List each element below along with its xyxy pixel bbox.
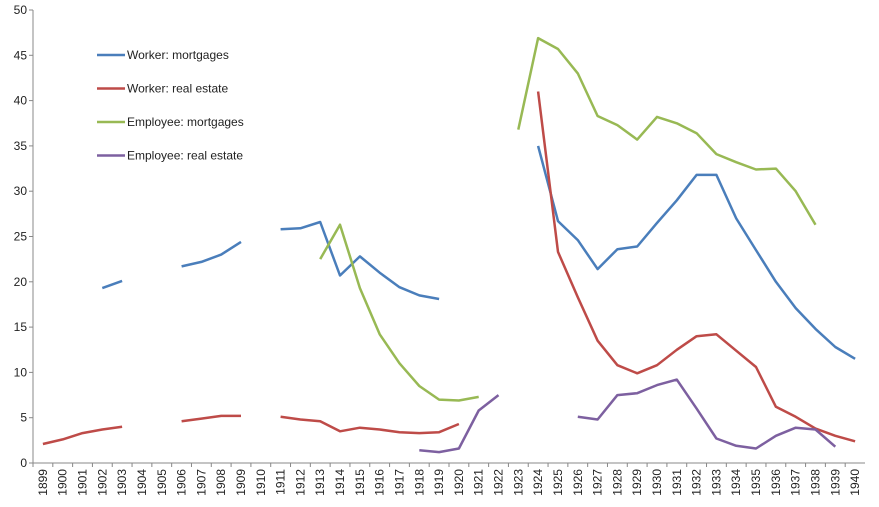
x-tick-label: 1932 [690,469,704,496]
x-tick-label: 1910 [254,469,268,496]
legend-label: Worker: mortgages [127,48,229,62]
y-tick-label: 20 [14,275,28,289]
x-tick-label: 1935 [749,469,763,496]
x-tick-label: 1900 [56,469,70,496]
y-tick-label: 40 [14,94,28,108]
x-tick-label: 1919 [432,469,446,496]
x-tick-label: 1899 [36,469,50,496]
y-tick-label: 10 [14,365,28,379]
legend-label: Employee: mortgages [127,115,244,129]
x-tick-label: 1913 [313,469,327,496]
x-tick-label: 1939 [828,469,842,496]
series-line [101,145,856,360]
y-tick-label: 5 [20,411,27,425]
x-tick-label: 1905 [155,469,169,496]
y-tick-label: 25 [14,230,28,244]
x-tick-label: 1903 [115,469,129,496]
x-tick-label: 1915 [353,469,367,496]
y-tick-label: 15 [14,320,28,334]
x-tick-label: 1924 [531,469,545,496]
y-tick-label: 45 [14,48,28,62]
x-tick-label: 1921 [472,469,486,496]
x-tick-label: 1938 [808,469,822,496]
series-line [419,378,837,454]
x-tick-label: 1933 [709,469,723,496]
x-tick-label: 1934 [729,469,743,496]
y-tick-label: 0 [20,456,27,470]
x-tick-label: 1906 [175,469,189,496]
x-tick-label: 1940 [848,469,862,496]
legend-label: Employee: real estate [127,149,243,163]
x-tick-label: 1901 [76,469,90,496]
x-tick-label: 1931 [670,469,684,496]
series-line [319,36,817,402]
x-tick-label: 1937 [789,469,803,496]
x-tick-label: 1926 [571,469,585,496]
x-tick-label: 1911 [274,469,288,495]
series-line [42,91,856,446]
x-tick-label: 1936 [769,469,783,496]
y-tick-label: 30 [14,184,28,198]
y-tick-label: 50 [14,3,28,17]
x-tick-label: 1923 [511,469,525,496]
x-tick-label: 1908 [214,469,228,496]
x-tick-label: 1904 [135,469,149,496]
x-tick-label: 1920 [452,469,466,496]
x-tick-label: 1929 [630,469,644,496]
x-tick-label: 1916 [373,469,387,496]
x-tick-label: 1914 [333,469,347,496]
x-tick-label: 1918 [412,469,426,496]
x-tick-label: 1930 [650,469,664,496]
x-tick-label: 1922 [492,469,506,496]
x-tick-label: 1925 [551,469,565,496]
y-tick-label: 35 [14,139,28,153]
x-tick-label: 1907 [194,469,208,496]
x-tick-label: 1909 [234,469,248,496]
x-tick-label: 1912 [293,469,307,496]
legend-label: Worker: real estate [127,82,228,96]
x-tick-label: 1917 [392,469,406,496]
x-tick-label: 1927 [591,469,605,496]
x-tick-label: 1902 [95,469,109,496]
x-tick-label: 1928 [610,469,624,496]
